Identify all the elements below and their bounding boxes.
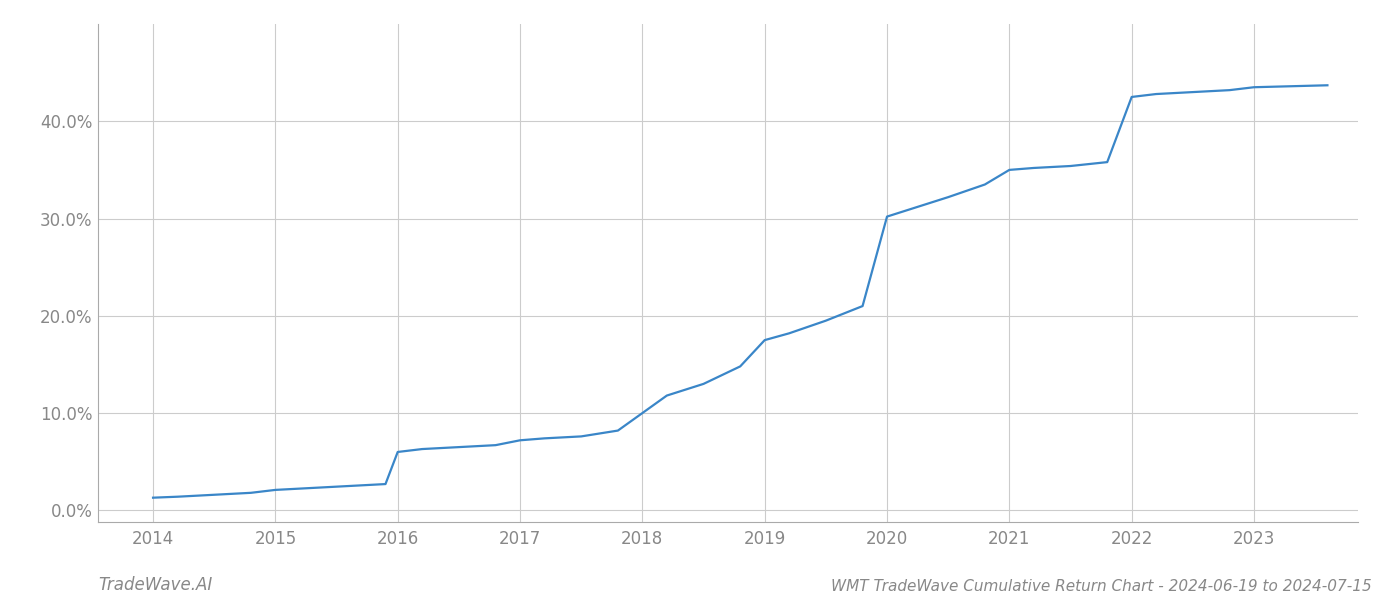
Text: TradeWave.AI: TradeWave.AI bbox=[98, 576, 213, 594]
Text: WMT TradeWave Cumulative Return Chart - 2024-06-19 to 2024-07-15: WMT TradeWave Cumulative Return Chart - … bbox=[832, 579, 1372, 594]
